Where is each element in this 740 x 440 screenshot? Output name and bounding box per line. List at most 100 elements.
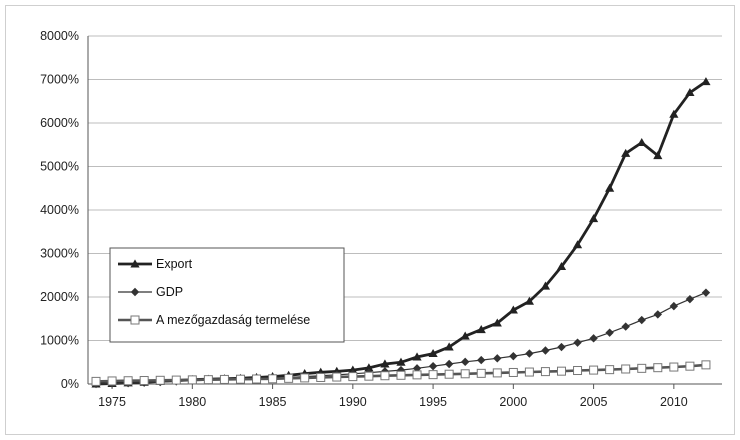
data-point [573,338,582,347]
data-point [621,364,631,374]
data-point [332,372,342,382]
data-point [477,355,486,365]
y-tick-label: 0% [61,377,79,391]
data-point [541,346,550,355]
data-point [139,376,149,386]
data-point [476,325,486,334]
gridlines [88,35,722,341]
data-point [171,375,181,385]
data-point [268,374,278,384]
data-point [669,362,679,372]
data-point [685,361,695,371]
legend-swatch-marker [130,287,140,297]
data-point [637,315,646,325]
legend-label: Export [156,257,193,271]
data-point [412,370,422,380]
y-tick-label: 7000% [40,73,79,87]
data-point [669,109,679,118]
data-point [396,357,406,366]
data-point [508,367,518,377]
y-tick-label: 2000% [40,290,79,304]
data-point [219,374,229,384]
data-point [701,288,711,297]
data-point [348,365,358,374]
data-point [524,296,534,305]
data-point [701,77,711,86]
data-point [460,331,470,340]
data-point [621,322,630,331]
data-point [364,371,374,381]
data-point [412,352,422,361]
data-point [428,361,438,371]
y-tick-label: 3000% [40,247,79,261]
x-tick-label: 1985 [259,395,287,409]
y-tick-label: 6000% [40,116,79,130]
y-tick-label: 5000% [40,160,79,174]
data-point [380,359,390,368]
data-point [653,151,663,160]
data-point [685,294,695,304]
data-point [508,305,518,314]
data-point [492,368,502,378]
legend-swatch-marker [130,259,140,268]
data-point [605,365,615,375]
x-tick-label: 1995 [419,395,447,409]
data-point [444,342,454,351]
data-point [187,375,197,385]
data-point [444,369,454,379]
data-point [588,214,599,223]
x-tick-label: 1980 [178,395,206,409]
data-point [524,367,534,377]
series-group [91,77,711,389]
data-point [252,374,262,384]
data-point [380,371,390,381]
y-tick-label: 4000% [40,203,79,217]
legend-box [109,247,345,343]
axes: 0% 1000% 2000% 3000% 4000% 5000% 6000% 7000% 800… [40,29,722,409]
data-point [701,360,711,370]
data-point [492,318,502,327]
data-point [557,342,566,352]
data-point [348,372,358,382]
chart-frame [5,5,735,435]
data-point [203,375,213,385]
data-point [364,363,374,372]
data-point [444,359,454,369]
x-tick-label: 1975 [98,395,126,409]
data-point [621,148,631,157]
data-point [396,370,406,380]
data-point [460,357,470,367]
data-point [556,261,567,270]
data-point [476,368,486,378]
data-point [637,363,647,373]
legend-swatch-marker [130,315,140,325]
y-tick-label: 1000% [40,334,79,348]
x-tick-label: 2000 [499,395,527,409]
y-tick-label: 8000% [40,29,79,43]
data-point [460,369,470,379]
legend: Export GDP A mezőgazdaság termelése [109,247,345,343]
series-3 [91,360,711,386]
data-point [540,281,551,290]
data-point [428,348,438,357]
data-point [653,310,662,319]
data-point [653,363,663,373]
data-point [573,366,583,376]
x-tick-label: 2005 [580,395,608,409]
data-point [556,366,566,376]
data-point [300,373,310,383]
data-point [605,328,614,337]
data-point [509,351,518,361]
data-point [316,372,326,382]
data-point [540,367,550,377]
data-point [525,349,534,358]
data-point [428,370,438,380]
data-point [637,137,647,147]
data-point [493,354,502,363]
x-tick-label: 1990 [339,395,367,409]
data-point [685,87,695,96]
data-point [284,373,294,383]
legend-label: A mezőgazdaság termelése [156,313,310,327]
legend-label: GDP [156,285,183,299]
